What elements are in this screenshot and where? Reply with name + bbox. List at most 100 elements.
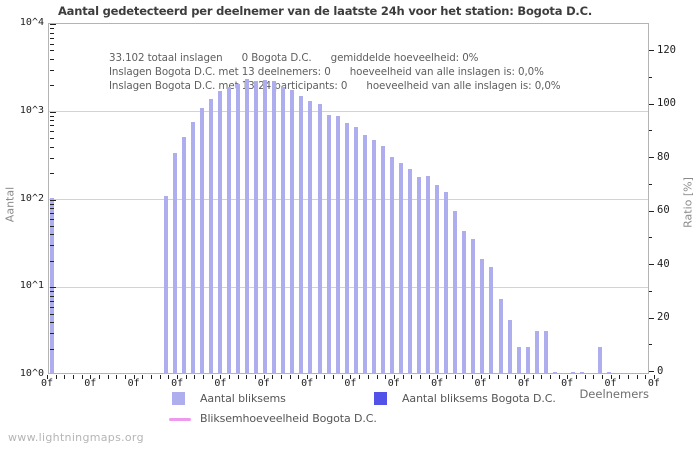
right-axis-tick bbox=[649, 264, 654, 265]
bar bbox=[444, 192, 449, 373]
bar bbox=[317, 103, 322, 373]
bar bbox=[353, 127, 358, 373]
y-axis-minor-tick bbox=[50, 295, 54, 297]
watermark: www.lightningmaps.org bbox=[8, 431, 144, 444]
bar bbox=[49, 197, 54, 373]
bar bbox=[543, 331, 548, 373]
bar bbox=[263, 79, 268, 373]
right-axis-tick bbox=[649, 210, 654, 212]
x-axis-tick bbox=[567, 375, 569, 379]
bar bbox=[181, 136, 186, 373]
x-axis-tick-label: 0f bbox=[604, 378, 617, 389]
y-axis-minor-tick bbox=[50, 203, 54, 205]
x-axis-tick-label: 0f bbox=[561, 378, 574, 389]
y-axis-minor-tick bbox=[50, 219, 54, 220]
bar bbox=[417, 177, 422, 373]
x-axis-tick-label: 0f bbox=[387, 378, 400, 389]
x-axis-tick bbox=[454, 375, 456, 379]
bar bbox=[480, 258, 485, 373]
x-axis-tick bbox=[64, 375, 66, 379]
x-axis-tick bbox=[515, 375, 517, 379]
y-axis-tick-label: 10^0 bbox=[19, 368, 44, 379]
y-axis-minor-tick bbox=[50, 322, 54, 324]
y-axis-minor-tick bbox=[50, 125, 54, 127]
legend-swatch-aantal-bliksems-bogota bbox=[374, 392, 387, 405]
y-axis-minor-tick bbox=[50, 213, 54, 215]
x-axis-tick bbox=[324, 375, 326, 379]
bar bbox=[236, 83, 241, 373]
right-axis-tick bbox=[649, 290, 652, 292]
right-axis-tick-label: 60 bbox=[657, 204, 670, 216]
x-axis-tick bbox=[497, 375, 499, 379]
x-axis-tick bbox=[281, 375, 283, 379]
bar bbox=[299, 95, 304, 373]
x-axis-tick bbox=[506, 375, 508, 379]
bar bbox=[389, 156, 394, 373]
y-axis-title-left: Aantal bbox=[3, 186, 17, 223]
page-title: Aantal gedetecteerd per deelnemer van de… bbox=[57, 4, 592, 18]
bar bbox=[272, 81, 277, 373]
x-axis-tick bbox=[194, 375, 196, 379]
y-axis-minor-tick bbox=[50, 43, 54, 45]
y-axis-minor-tick bbox=[50, 306, 54, 308]
x-axis-tick bbox=[229, 375, 231, 379]
x-axis-tick bbox=[220, 375, 222, 379]
y-axis-minor-tick bbox=[50, 260, 54, 262]
x-axis-tick-label: 0f bbox=[257, 378, 270, 389]
bar bbox=[579, 371, 584, 373]
bar bbox=[426, 176, 431, 373]
bar bbox=[172, 153, 177, 373]
y-axis-minor-tick bbox=[50, 313, 54, 315]
x-axis-tick bbox=[636, 375, 638, 379]
x-axis-tick bbox=[81, 375, 83, 379]
y-axis-minor-tick bbox=[50, 115, 54, 117]
right-axis-tick bbox=[649, 317, 654, 319]
x-axis-tick bbox=[341, 375, 343, 379]
bar bbox=[435, 184, 440, 373]
x-axis-tick bbox=[246, 375, 248, 379]
x-axis-tick bbox=[255, 375, 257, 379]
bar bbox=[335, 115, 340, 373]
x-axis-tick bbox=[480, 375, 482, 379]
bar bbox=[462, 230, 467, 373]
x-axis-tick bbox=[99, 375, 100, 379]
x-axis-tick-label: 0f bbox=[214, 378, 227, 389]
right-axis-tick-label: 80 bbox=[657, 150, 670, 163]
x-axis-tick bbox=[177, 375, 179, 379]
bar bbox=[208, 99, 213, 373]
bar bbox=[453, 211, 458, 373]
x-axis-tick bbox=[73, 375, 74, 379]
x-axis-tick bbox=[532, 375, 534, 379]
legend-label-aantal-bliksems-bogota: Aantal bliksems Bogota D.C. bbox=[402, 392, 556, 405]
y-axis-minor-tick bbox=[50, 50, 54, 52]
x-axis-tick bbox=[55, 375, 57, 379]
x-axis-tick bbox=[584, 375, 586, 379]
x-axis-tick bbox=[159, 375, 161, 379]
x-axis-tick bbox=[168, 375, 170, 379]
bar bbox=[552, 371, 557, 373]
x-axis-tick-label: 0f bbox=[301, 378, 314, 389]
y-axis-tick-label: 10^2 bbox=[19, 192, 44, 204]
x-axis-tick bbox=[107, 375, 109, 379]
x-axis-tick bbox=[411, 375, 413, 379]
right-axis-tick bbox=[649, 237, 652, 239]
x-axis-tick bbox=[185, 375, 187, 379]
x-axis-tick bbox=[350, 375, 352, 379]
y-axis-minor-tick bbox=[50, 32, 54, 34]
right-axis-tick bbox=[649, 76, 652, 78]
x-axis-tick bbox=[619, 375, 621, 379]
y-axis-tick bbox=[50, 111, 56, 113]
x-axis-title: Deelnemers bbox=[579, 387, 649, 401]
bar bbox=[371, 139, 376, 373]
x-axis-tick bbox=[367, 375, 369, 379]
legend-label-bliksemhoeveelheid: Bliksemhoeveelheid Bogota D.C. bbox=[200, 412, 377, 425]
x-axis-tick bbox=[541, 375, 543, 379]
bar bbox=[408, 169, 412, 373]
legend-swatch-aantal-bliksems bbox=[172, 392, 185, 405]
y-axis-minor-tick bbox=[50, 85, 54, 87]
x-axis-tick bbox=[90, 375, 92, 379]
x-axis-tick bbox=[653, 375, 655, 379]
bar bbox=[398, 163, 403, 373]
x-axis-tick bbox=[558, 375, 560, 379]
x-axis-tick bbox=[203, 375, 205, 379]
